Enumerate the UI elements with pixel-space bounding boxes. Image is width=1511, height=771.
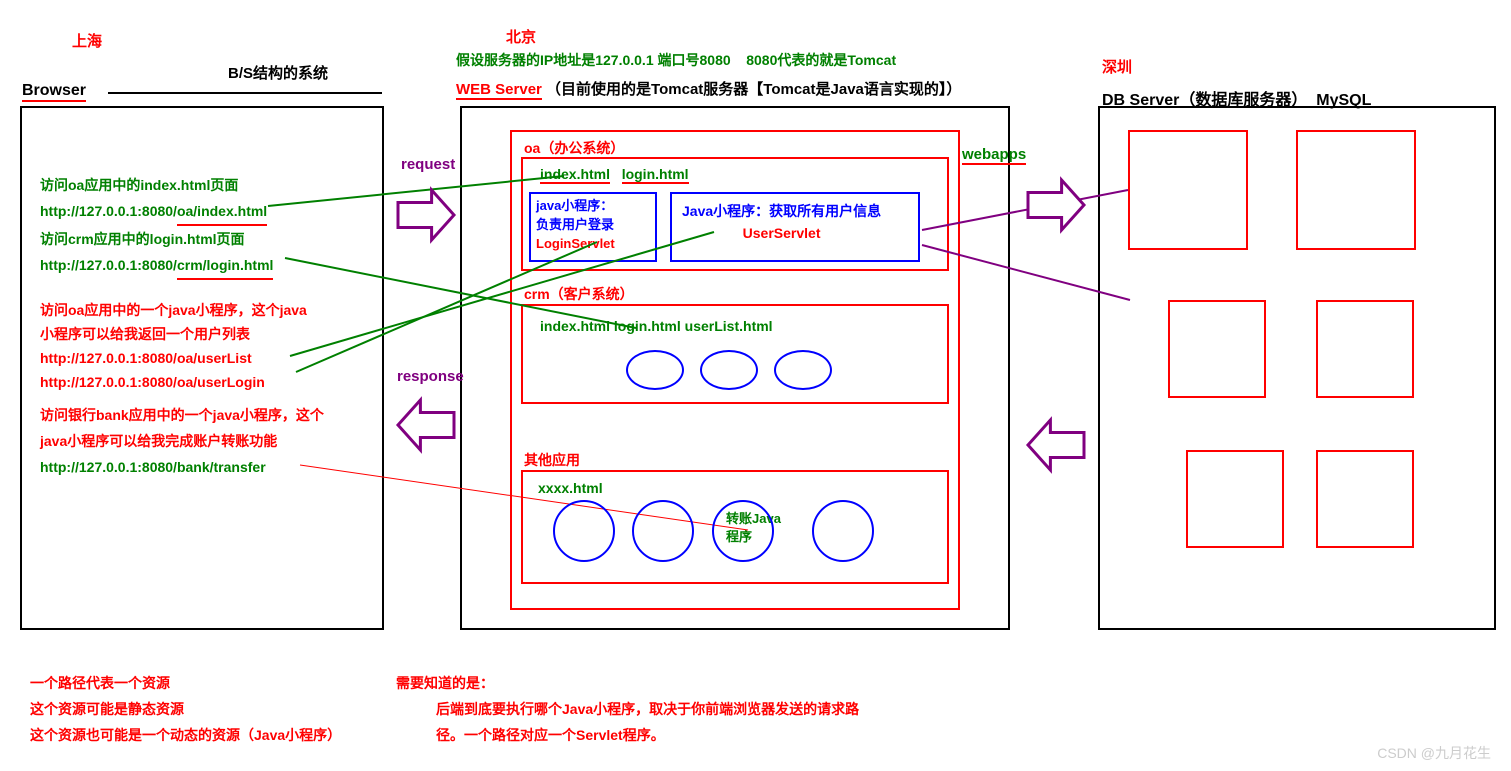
- shape: [774, 350, 832, 390]
- shape: [712, 500, 774, 562]
- shape: [1186, 450, 1284, 548]
- label-beijing: 北京: [506, 26, 536, 47]
- shape: [632, 500, 694, 562]
- shape: [1128, 130, 1248, 250]
- oa-files: index.html login.html: [540, 166, 689, 184]
- shape: [700, 350, 758, 390]
- other-title: 其他应用: [524, 450, 580, 470]
- footer-right: 需要知道的是： 后端到底要执行哪个Java小程序，取决于你前端浏览器发送的请求路…: [396, 670, 859, 748]
- label-request: request: [401, 156, 455, 173]
- shape: [1168, 300, 1266, 398]
- crm-title: crm（客户系统）: [524, 284, 634, 304]
- label-shanghai: 上海: [72, 30, 102, 51]
- shape: [626, 350, 684, 390]
- oa-title: oa（办公系统）: [524, 138, 624, 158]
- watermark: CSDN @九月花生: [1377, 743, 1491, 763]
- label-shenzhen: 深圳: [1102, 56, 1132, 77]
- label-bs-system: B/S结构的系统: [228, 62, 328, 83]
- user-servlet-text: Java小程序：获取所有用户信息 UserServlet: [682, 200, 881, 244]
- label-web-server: WEB Server （目前使用的是Tomcat服务器【Tomcat是Java语…: [456, 78, 961, 100]
- shape: [812, 500, 874, 562]
- shape: [1316, 450, 1414, 548]
- shape: [553, 500, 615, 562]
- crm-files: index.html login.html userList.html: [540, 318, 773, 334]
- browser-title-line: [108, 92, 382, 94]
- label-browser: Browser: [22, 82, 86, 102]
- label-webapps: webapps: [962, 146, 1026, 165]
- login-servlet-text: java小程序： 负责用户登录 LoginServlet: [536, 196, 615, 253]
- label-response: response: [397, 368, 464, 385]
- label-ip-assumption: 假设服务器的IP地址是127.0.0.1 端口号8080 8080代表的就是To…: [456, 50, 896, 70]
- other-file: xxxx.html: [538, 480, 603, 496]
- shape: [1316, 300, 1414, 398]
- shape: [1296, 130, 1416, 250]
- browser-content-block1: 访问oa应用中的index.html页面 http://127.0.0.1:80…: [40, 172, 273, 280]
- browser-content-block2: 访问oa应用中的一个java小程序，这个java 小程序可以给我返回一个用户列表…: [40, 298, 307, 394]
- browser-content-block3: 访问银行bank应用中的一个java小程序，这个 java小程序可以给我完成账户…: [40, 402, 324, 480]
- footer-left: 一个路径代表一个资源 这个资源可能是静态资源 这个资源也可能是一个动态的资源（J…: [30, 670, 341, 748]
